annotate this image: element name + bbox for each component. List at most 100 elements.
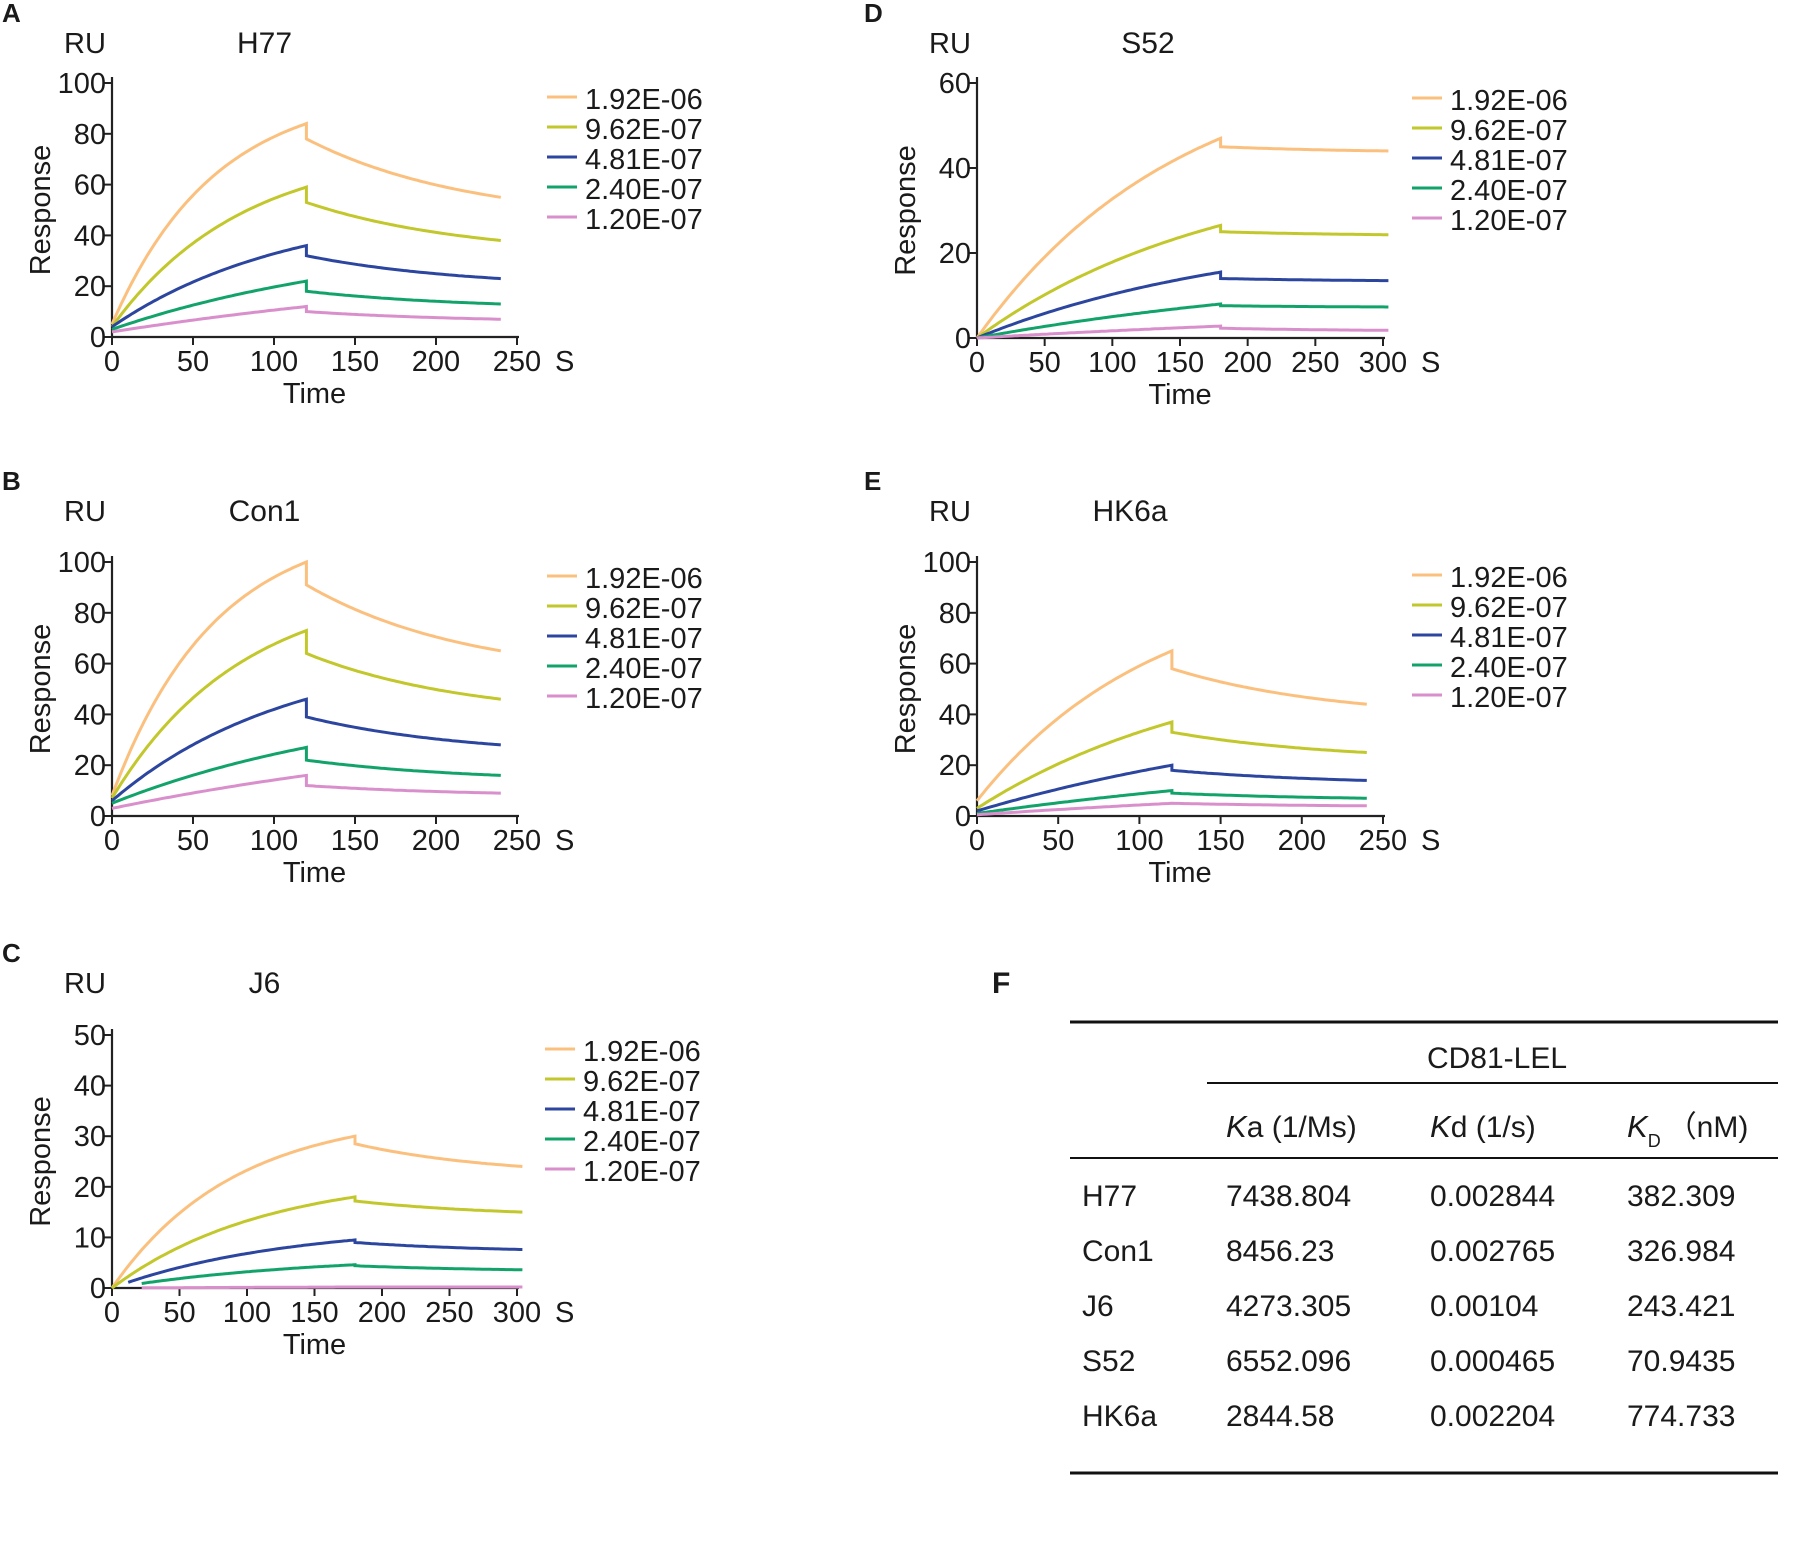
x-tick-label: 100 [223, 1297, 271, 1329]
x-tick-label: 100 [250, 825, 298, 857]
x-axis-label: Time [1148, 857, 1211, 889]
legend-label: 1.20E-07 [585, 204, 703, 236]
panel-letter: E [864, 466, 881, 496]
x-tick-label: 50 [1029, 347, 1061, 379]
y-tick-label: 100 [58, 68, 106, 100]
series-line-1.92E-06 [110, 559, 502, 797]
y-tick-label: 0 [90, 1273, 106, 1305]
x-unit-label: S [555, 1297, 574, 1329]
y-tick-label: 0 [955, 801, 971, 833]
legend-label: 1.92E-06 [583, 1036, 701, 1068]
y-axis-label: Response [890, 145, 922, 276]
series-line-2.40E-07 [141, 1263, 523, 1285]
legend-label: 2.40E-07 [1450, 652, 1568, 684]
x-tick-label: 50 [177, 346, 209, 378]
legend-label: 2.40E-07 [583, 1126, 701, 1158]
legend-label: 2.40E-07 [585, 653, 703, 685]
x-tick-label: 200 [1278, 825, 1326, 857]
series-line-9.62E-07 [976, 223, 1389, 340]
series-line-2.40E-07 [976, 788, 1367, 815]
legend-label: 1.20E-07 [585, 683, 703, 715]
x-tick-label: 250 [1359, 825, 1407, 857]
series-line-1.92E-06 [975, 648, 1367, 802]
x-axis-label: Time [283, 378, 346, 410]
table-cell: 382.309 [1627, 1180, 1735, 1213]
y-unit-label: RU [929, 496, 971, 528]
legend-label: 2.40E-07 [585, 174, 703, 206]
y-tick-label: 80 [74, 119, 106, 151]
x-tick-label: 300 [493, 1297, 541, 1329]
panel-letter: F [992, 967, 1010, 1000]
legend-label: 1.20E-07 [1450, 205, 1568, 237]
y-tick-label: 50 [74, 1020, 106, 1052]
legend-label: 9.62E-07 [583, 1066, 701, 1098]
series-line-4.81E-07 [111, 243, 501, 329]
x-axis-label: Time [283, 857, 346, 889]
y-tick-label: 40 [939, 153, 971, 185]
x-tick-label: 150 [290, 1297, 338, 1329]
y-unit-label: RU [929, 28, 971, 60]
y-tick-label: 0 [90, 322, 106, 354]
series-line-9.62E-07 [976, 719, 1367, 810]
series-line-4.81E-07 [111, 697, 501, 802]
table-cell: Con1 [1082, 1235, 1154, 1268]
series-line-1.92E-06 [110, 121, 502, 325]
x-tick-label: 50 [163, 1297, 195, 1329]
x-tick-label: 300 [1359, 347, 1407, 379]
table-column-header: Ka (1/Ms) [1226, 1109, 1357, 1144]
series-line-1.92E-06 [975, 136, 1389, 339]
panel-letter: C [2, 938, 21, 968]
table-column-header: KD （nM) [1627, 1109, 1748, 1151]
x-axis-label: Time [1148, 379, 1211, 411]
legend-label: 1.92E-06 [1450, 85, 1568, 117]
chart-title: HK6a [1092, 495, 1167, 528]
x-tick-label: 200 [412, 825, 460, 857]
x-axis-label: Time [283, 1329, 346, 1361]
y-tick-label: 60 [939, 649, 971, 681]
y-tick-label: 0 [955, 323, 971, 355]
table-cell: 0.00104 [1430, 1290, 1538, 1323]
y-tick-label: 40 [74, 220, 106, 252]
x-unit-label: S [555, 825, 574, 857]
x-tick-label: 50 [1042, 825, 1074, 857]
y-tick-label: 100 [923, 547, 971, 579]
legend-label: 4.81E-07 [1450, 622, 1568, 654]
y-tick-label: 100 [58, 547, 106, 579]
series-line-2.40E-07 [976, 302, 1389, 340]
x-tick-label: 250 [493, 825, 541, 857]
x-tick-label: 0 [969, 347, 985, 379]
chart-title: J6 [249, 967, 281, 1000]
panel-letter: D [864, 0, 883, 28]
y-tick-label: 20 [939, 238, 971, 270]
y-tick-label: 20 [939, 750, 971, 782]
series-line-1.20E-07 [111, 773, 501, 810]
y-tick-label: 40 [74, 699, 106, 731]
legend-label: 4.81E-07 [1450, 145, 1568, 177]
table-row: H77 7438.804 0.002844 382.309 [1082, 1180, 1735, 1213]
y-tick-label: 20 [74, 271, 106, 303]
table-cell: H77 [1082, 1180, 1137, 1213]
legend-label: 1.20E-07 [1450, 682, 1568, 714]
panel-letter: A [2, 0, 21, 28]
x-tick-label: 200 [358, 1297, 406, 1329]
y-tick-label: 80 [74, 598, 106, 630]
x-tick-label: 150 [331, 346, 379, 378]
series-line-4.81E-07 [976, 270, 1389, 340]
series-line-1.20E-07 [111, 304, 501, 334]
y-tick-label: 60 [74, 170, 106, 202]
series-line-2.40E-07 [111, 745, 501, 805]
table-cell: 4273.305 [1226, 1290, 1351, 1323]
series-line-1.20E-07 [976, 324, 1389, 340]
chart-title: H77 [237, 27, 292, 60]
legend-label: 9.62E-07 [585, 593, 703, 625]
series-line-1.92E-06 [110, 1134, 523, 1289]
series-line-1.20E-07 [976, 801, 1367, 817]
legend-label: 1.20E-07 [583, 1156, 701, 1188]
legend-label: 1.92E-06 [585, 84, 703, 116]
y-tick-label: 20 [74, 750, 106, 782]
table-row: S52 6552.096 0.000465 70.9435 [1082, 1345, 1735, 1378]
legend-label: 1.92E-06 [585, 563, 703, 595]
table-cell: 8456.23 [1226, 1235, 1334, 1268]
series-line-9.62E-07 [110, 628, 501, 799]
